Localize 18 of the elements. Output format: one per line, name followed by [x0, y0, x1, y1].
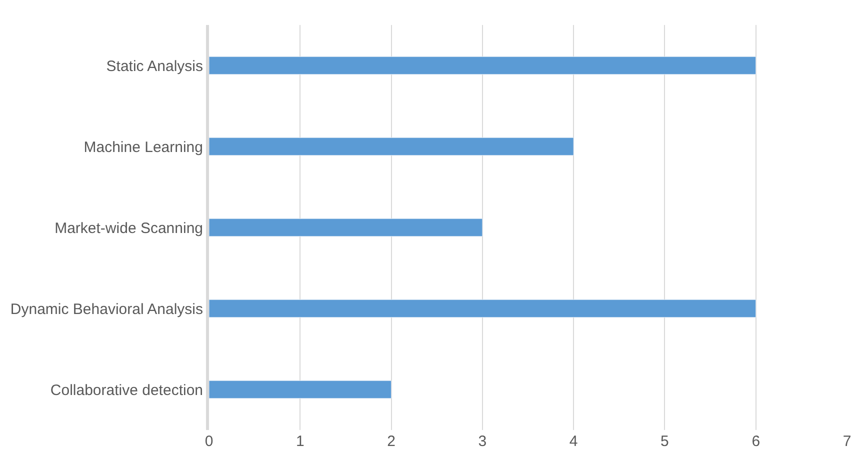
x-tick-label: 6: [752, 433, 760, 450]
x-tick-label: 7: [842, 433, 852, 450]
y-tick-label: Market-wide Scanning: [54, 220, 203, 237]
x-tick-label: 5: [660, 433, 669, 450]
y-tick-label: Machine Learning: [84, 138, 203, 156]
bar: [209, 218, 483, 237]
bar: [209, 299, 756, 318]
bar: [209, 56, 756, 75]
y-tick-label: Static Analysis: [106, 58, 203, 75]
y-tick-label: Collaborative detection: [50, 382, 203, 399]
bar: [209, 137, 574, 156]
x-tick-label: 1: [296, 433, 304, 450]
x-tick-label: 3: [478, 433, 487, 450]
bar: [209, 380, 392, 399]
x-tick-label: 2: [387, 433, 396, 450]
x-tick-label: 4: [569, 433, 578, 450]
y-tick-label: Dynamic Behavioral Analysis: [10, 300, 203, 318]
x-tick-label: 0: [204, 433, 214, 450]
